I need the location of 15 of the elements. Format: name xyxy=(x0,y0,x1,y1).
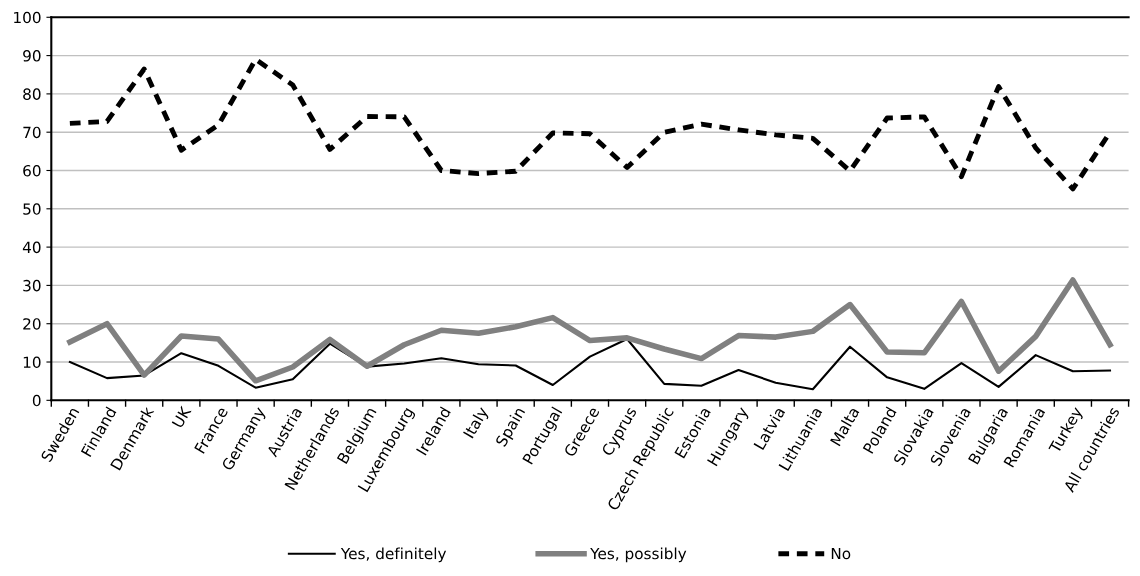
y-tick-label: 100 xyxy=(14,11,41,24)
legend-label: Yes, definitely xyxy=(340,547,447,563)
legend-label: Yes, possibly xyxy=(590,547,687,563)
y-tick-label: 90 xyxy=(23,50,41,62)
y-tick-label: 70 xyxy=(23,126,41,139)
legend-label: No xyxy=(831,547,851,560)
y-tick-label: 50 xyxy=(23,203,41,215)
y-tick-label: 20 xyxy=(23,318,41,330)
y-tick-label: 80 xyxy=(23,88,41,100)
x-tick-label: UK xyxy=(171,405,192,429)
y-tick-label: 30 xyxy=(23,279,41,292)
y-tick-label: 0 xyxy=(32,394,41,407)
y-tick-label: 10 xyxy=(23,356,41,369)
y-tick-label: 40 xyxy=(22,241,41,254)
y-tick-label: 60 xyxy=(23,164,41,177)
